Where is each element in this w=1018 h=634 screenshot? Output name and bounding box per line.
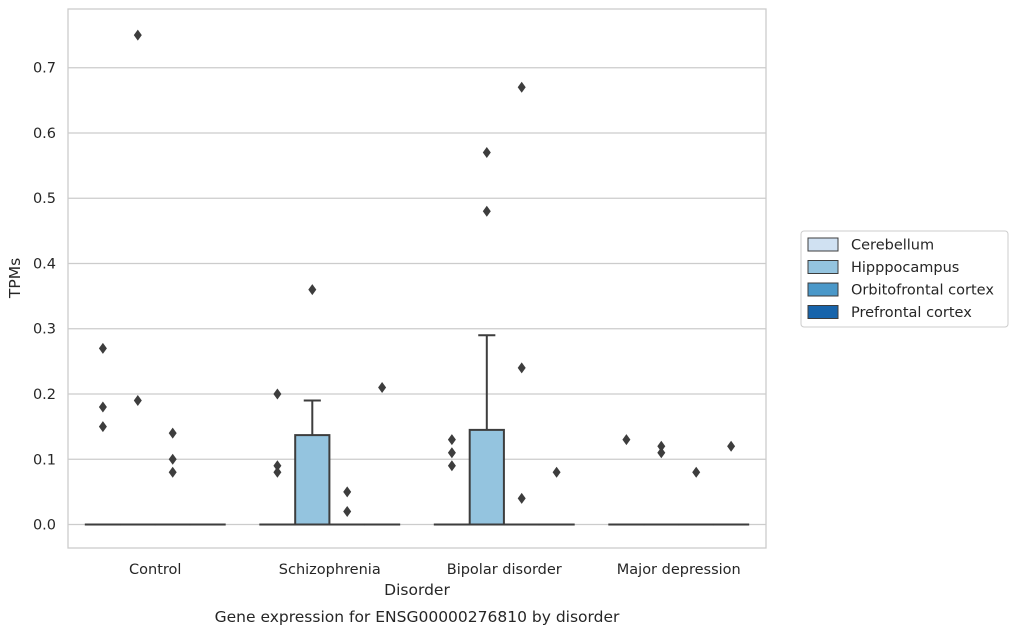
legend: Cerebellum Hipppocampus Orbitofrontal cort… (800, 230, 1009, 328)
outlier-point (133, 29, 142, 41)
y-tick-label: 0.1 (33, 452, 56, 468)
outlier-point (482, 205, 491, 217)
outlier-point (482, 147, 491, 159)
y-tick-label: 0.7 (33, 61, 56, 77)
legend-swatch (807, 305, 839, 319)
outlier-point (98, 421, 107, 433)
outlier-point (98, 401, 107, 413)
y-tick-label: 0.2 (33, 387, 56, 403)
legend-label: Cerebellum (851, 238, 934, 254)
outlier-point (517, 81, 526, 93)
outlier-point (447, 447, 456, 459)
legend-swatch (807, 282, 839, 297)
x-tick-label: Major depression (617, 562, 741, 578)
x-tick-label: Control (129, 562, 181, 578)
box-body (294, 434, 331, 526)
outlier-point (273, 460, 282, 472)
box-body (468, 428, 505, 526)
y-tick-label: 0.5 (33, 191, 56, 207)
outlier-point (168, 466, 177, 478)
outlier-point (447, 460, 456, 472)
y-tick-label: 0.3 (33, 322, 56, 338)
outlier-point (133, 395, 142, 407)
outlier-point (517, 492, 526, 504)
outlier-point (447, 434, 456, 446)
outlier-point (168, 453, 177, 465)
legend-frame (800, 230, 1009, 328)
outlier-point (273, 388, 282, 400)
outlier-point (692, 466, 701, 478)
legend-label: Prefrontal cortex (851, 305, 972, 321)
plot-area (67, 8, 767, 549)
chart-caption: Gene expression for ENSG00000276810 by d… (215, 608, 620, 626)
y-tick-label: 0.0 (33, 518, 56, 534)
outlier-point (308, 284, 317, 296)
x-tick-labels: Control Schizophrenia Bipolar disorder Majo… (129, 562, 741, 578)
outlier-point (98, 342, 107, 354)
outlier-point (273, 466, 282, 478)
legend-label: Orbitofrontal cortex (851, 283, 994, 299)
outlier-point (657, 447, 666, 459)
legend-label: Hipppocampus (851, 260, 959, 276)
legend-swatch (807, 237, 839, 252)
y-tick-label: 0.6 (33, 126, 56, 142)
box-hipppocampus (294, 399, 331, 526)
outlier-point (552, 466, 561, 478)
y-axis-title: TPMs (6, 258, 24, 299)
outlier-point (657, 440, 666, 452)
legend-swatch (807, 260, 839, 274)
outlier-point (622, 434, 631, 446)
boxes (84, 334, 750, 526)
outlier-point (168, 427, 177, 439)
x-axis-title: Disorder (384, 581, 450, 599)
y-tick-labels: 0.0 0.1 0.2 0.3 0.4 0.5 0.6 0.7 (33, 61, 56, 534)
outlier-point (343, 505, 352, 517)
outlier-point (343, 486, 352, 498)
outlier-point (517, 362, 526, 374)
x-tick-label: Schizophrenia (279, 562, 381, 578)
outlier-point (727, 440, 736, 452)
y-tick-label: 0.4 (33, 256, 56, 272)
outlier-point (378, 381, 387, 393)
x-tick-label: Bipolar disorder (447, 562, 562, 578)
outlier-points (98, 29, 736, 517)
box-hipppocampus (468, 334, 505, 526)
